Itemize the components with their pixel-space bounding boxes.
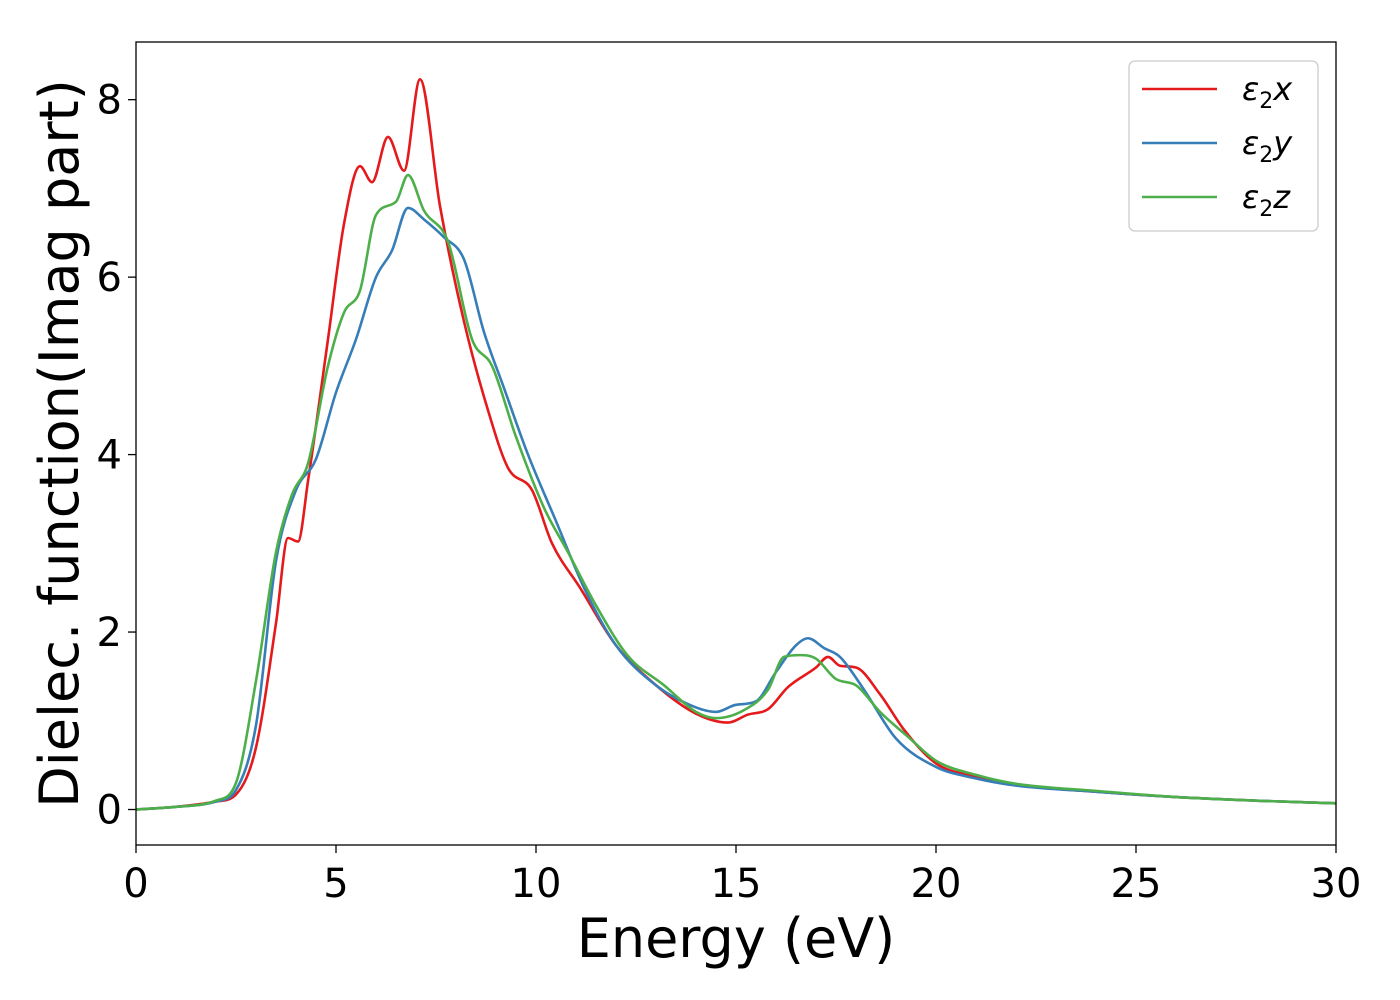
y-axis-label: Dielec. function(Imag part) (28, 79, 91, 808)
series-line-z (136, 173, 1336, 811)
y-tick-label: 0 (97, 788, 122, 834)
x-tick-label: 20 (911, 861, 962, 907)
legend: ε2x ε2y ε2z (1128, 60, 1319, 232)
series-layer (136, 77, 1336, 811)
x-tick-label: 5 (323, 861, 348, 907)
series-line-x (136, 77, 1336, 811)
y-tick-label: 8 (97, 78, 122, 124)
y-tick-label: 2 (97, 610, 122, 656)
x-axis-label: Energy (eV) (577, 907, 896, 970)
legend-label-y: ε2y (1242, 124, 1293, 168)
x-tick-label: 30 (1311, 861, 1362, 907)
x-axis-ticks: 0 5 10 15 20 25 30 (123, 845, 1361, 907)
legend-label-z: ε2z (1242, 178, 1291, 222)
y-axis-ticks: 0 2 4 6 8 (97, 78, 136, 834)
x-tick-label: 0 (123, 861, 148, 907)
legend-box (1128, 60, 1319, 232)
y-tick-label: 6 (97, 255, 122, 301)
x-tick-label: 15 (711, 861, 762, 907)
x-tick-label: 25 (1111, 861, 1162, 907)
legend-label-x: ε2x (1242, 70, 1293, 114)
y-tick-label: 4 (97, 433, 122, 479)
x-tick-label: 10 (511, 861, 562, 907)
